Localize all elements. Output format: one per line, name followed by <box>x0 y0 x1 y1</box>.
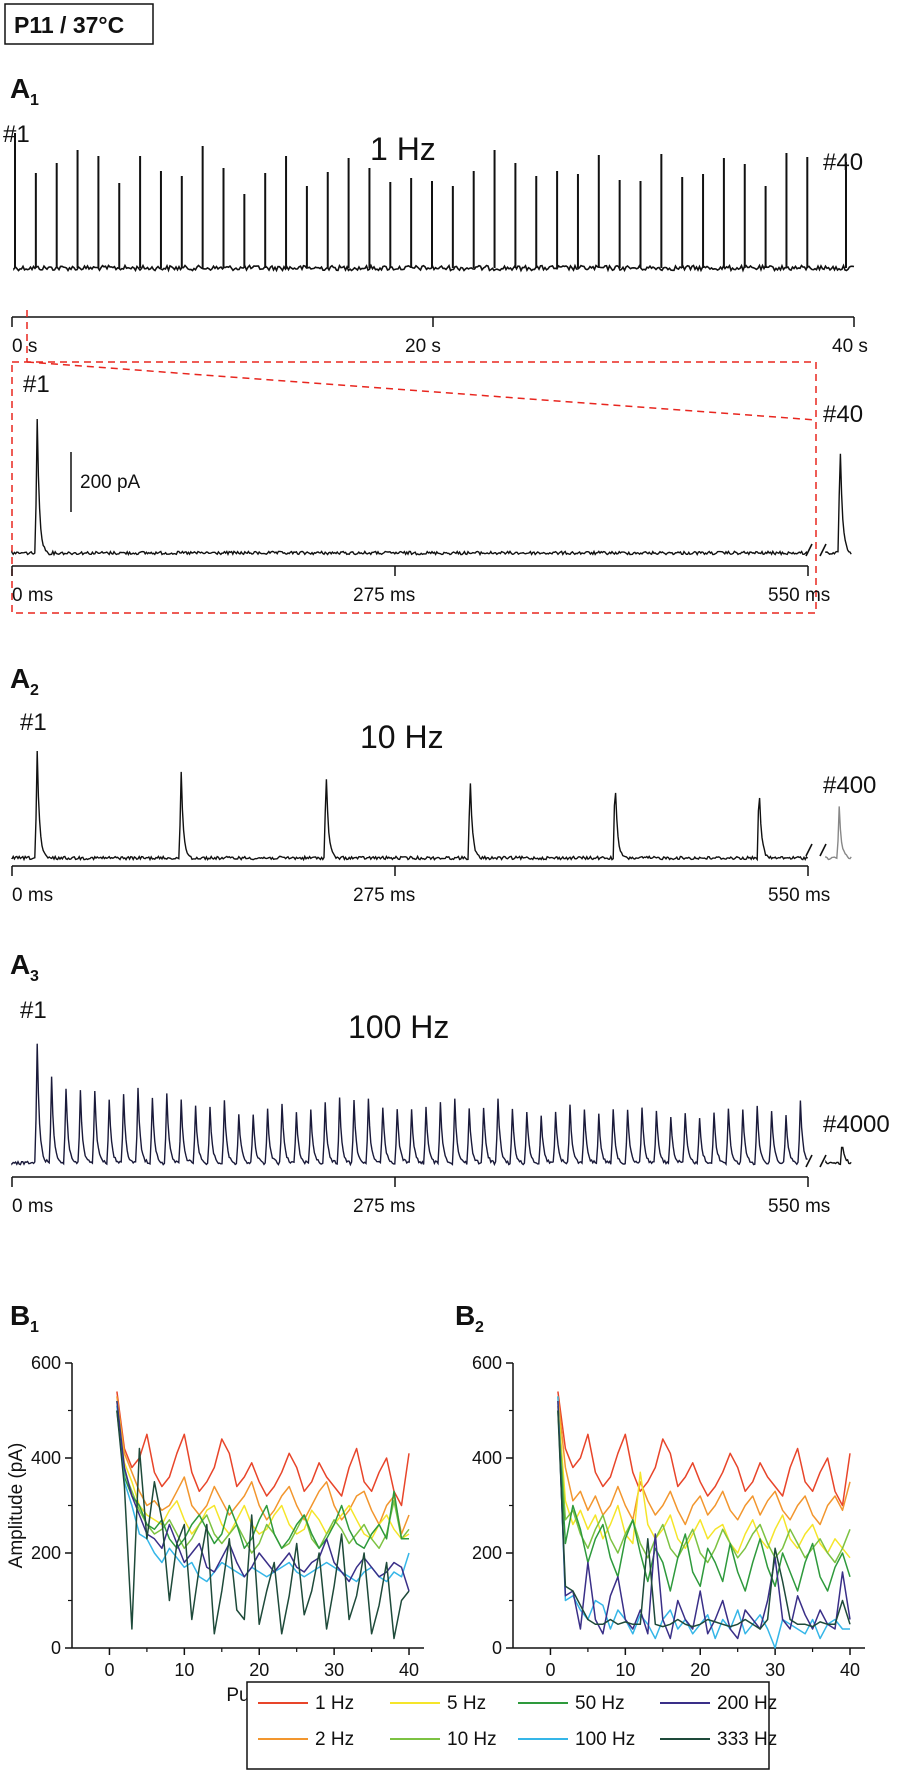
a3-last-pulse-label: #4000 <box>823 1111 890 1138</box>
a1-zoom-trace: 0 ms 275 ms 550 ms <box>11 418 852 606</box>
x-tick-label: 40 <box>840 1660 860 1680</box>
a2-trace: 0 ms 275 ms 550 ms <box>11 750 852 906</box>
series-line-50hz <box>116 1410 409 1550</box>
time-tick-label: 275 ms <box>353 885 415 906</box>
y-tick-label: 600 <box>472 1353 502 1373</box>
x-tick-label: 40 <box>399 1660 419 1680</box>
panel-b2-sublabel: 2 <box>475 1319 484 1336</box>
a1-tick-40: 40 s <box>832 336 868 357</box>
legend-entry-label: 100 Hz <box>575 1729 635 1750</box>
time-tick-label: 275 ms <box>353 1196 415 1217</box>
panel-a2-label: A <box>10 663 30 694</box>
zoom-guide-line <box>26 361 817 421</box>
series-line-5hz <box>557 1400 851 1559</box>
x-tick-label: 0 <box>104 1660 114 1680</box>
a1-overview-trace <box>13 133 855 273</box>
panel-a1-sublabel: 1 <box>30 92 39 109</box>
time-tick-label: 0 ms <box>12 885 53 906</box>
panel-b1-sublabel: 1 <box>30 1319 39 1336</box>
series-line-10hz <box>116 1400 410 1554</box>
time-tick-label: 0 ms <box>12 585 53 606</box>
a1-tick-20: 20 s <box>405 336 441 357</box>
x-tick-label: 20 <box>249 1660 269 1680</box>
series-line-333hz <box>116 1410 410 1640</box>
series-line-10hz <box>557 1405 851 1564</box>
legend-entry-label: 50 Hz <box>575 1693 625 1714</box>
a1-last-pulse-label: #40 <box>823 149 863 176</box>
panel-a1-label: A <box>10 73 30 104</box>
y-tick-label: 200 <box>472 1543 502 1563</box>
a1-first-pulse-label: #1 <box>3 121 30 148</box>
time-tick-label: 0 ms <box>12 1196 53 1217</box>
y-tick-label: 400 <box>31 1448 61 1468</box>
series-line-50hz <box>557 1410 851 1592</box>
x-tick-label: 20 <box>690 1660 710 1680</box>
a2-first-pulse-label: #1 <box>20 709 47 736</box>
series-line-5hz <box>116 1400 410 1540</box>
y-tick-label: 600 <box>31 1353 61 1373</box>
legend-entry-label: 200 Hz <box>717 1693 777 1714</box>
condition-label: P11 / 37°C <box>14 12 124 38</box>
legend-entry-label: 10 Hz <box>447 1729 497 1750</box>
a3-first-pulse-label: #1 <box>20 997 47 1024</box>
panel-a3-label: A <box>10 949 30 980</box>
panel-a2-sublabel: 2 <box>30 682 39 699</box>
a1-zoom-last-pulse: #40 <box>823 401 863 428</box>
legend-entry-label: 1 Hz <box>315 1693 354 1714</box>
a1-tick-0: 0 s <box>12 336 37 357</box>
series-line-2hz <box>557 1396 851 1526</box>
time-tick-label: 550 ms <box>768 585 830 606</box>
x-tick-label: 30 <box>765 1660 785 1680</box>
b1-amplitude-vs-pulse-plot: 0200400600010203040Pulse #Amplitude (pA) <box>6 1353 424 1706</box>
a2-last-pulse-label: #400 <box>823 772 876 799</box>
panel-a3-sublabel: 3 <box>30 968 39 985</box>
legend-box <box>246 1681 770 1770</box>
time-tick-label: 275 ms <box>353 585 415 606</box>
zoom-box <box>11 361 817 614</box>
series-line-1hz <box>116 1391 410 1507</box>
y-axis-label: Amplitude (pA) <box>6 1443 27 1569</box>
x-tick-label: 0 <box>545 1660 555 1680</box>
legend-entry-label: 333 Hz <box>717 1729 777 1750</box>
a1-zoom-first-pulse: #1 <box>23 371 50 398</box>
a2-frequency-label: 10 Hz <box>360 719 444 755</box>
x-tick-label: 10 <box>615 1660 635 1680</box>
legend-entry-label: 2 Hz <box>315 1729 354 1750</box>
legend: 1 Hz 5 Hz 50 Hz 200 Hz 2 Hz 10 Hz 100 Hz 333 Hz <box>258 1693 777 1750</box>
x-tick-label: 30 <box>324 1660 344 1680</box>
series-line-200hz <box>557 1400 851 1640</box>
scale-bar-label: 200 pA <box>80 472 141 493</box>
time-tick-label: 550 ms <box>768 885 830 906</box>
series-line-200hz <box>116 1400 410 1592</box>
b2-amplitude-vs-time-plot: 0200400600010203040Time (s) <box>472 1353 865 1706</box>
a3-frequency-label: 100 Hz <box>348 1009 449 1045</box>
series-line-1hz <box>557 1391 851 1507</box>
a3-trace: 0 ms 275 ms 550 ms <box>11 1043 852 1217</box>
x-tick-label: 10 <box>174 1660 194 1680</box>
condition-box <box>4 3 154 45</box>
series-line-333hz <box>557 1410 851 1630</box>
legend-entry-label: 5 Hz <box>447 1693 486 1714</box>
time-tick-label: 550 ms <box>768 1196 830 1217</box>
y-tick-label: 200 <box>31 1543 61 1563</box>
a1-frequency-label: 1 Hz <box>370 131 436 167</box>
y-tick-label: 0 <box>492 1638 502 1658</box>
panel-b1-label: B <box>10 1300 30 1331</box>
panel-b2-label: B <box>455 1300 475 1331</box>
y-tick-label: 0 <box>51 1638 61 1658</box>
y-tick-label: 400 <box>472 1448 502 1468</box>
